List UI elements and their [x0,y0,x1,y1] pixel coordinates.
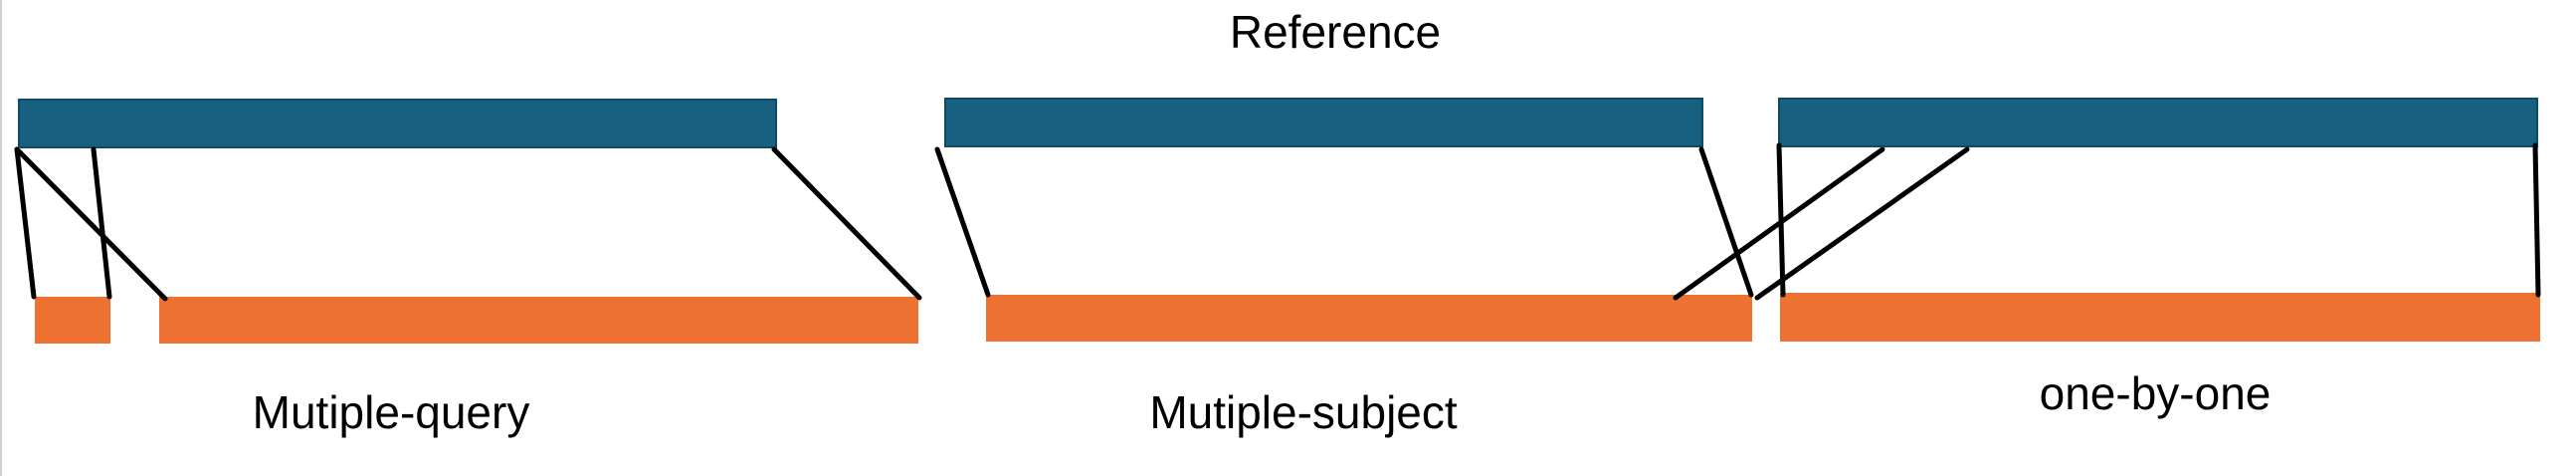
panel-multiple-query: Mutiple-query [14,99,922,438]
diagram-title: Reference [1230,6,1441,58]
query-bar [35,297,110,344]
alignment-link [1698,146,1754,298]
panel-label: Mutiple-query [253,386,530,438]
panel-one-by-one: one-by-one [1754,98,2541,419]
query-bar [986,295,1752,342]
alignment-link [1776,142,1786,298]
reference-bar [18,99,777,148]
alignment-link [1754,146,1970,301]
query-bar [1780,293,2540,342]
alignment-link [771,146,922,301]
panel-multiple-subject: Mutiple-subject [934,98,1885,438]
query-bar [159,297,918,344]
reference-bar [944,98,1703,147]
alignment-link [2532,142,2541,298]
reference-bar [1778,98,2538,147]
panel-label: one-by-one [2040,367,2272,419]
panel-label: Mutiple-subject [1149,386,1458,438]
alignment-link [934,146,991,298]
alignment-link [14,146,168,302]
alignment-link [91,146,112,300]
alignment-link [14,146,37,300]
